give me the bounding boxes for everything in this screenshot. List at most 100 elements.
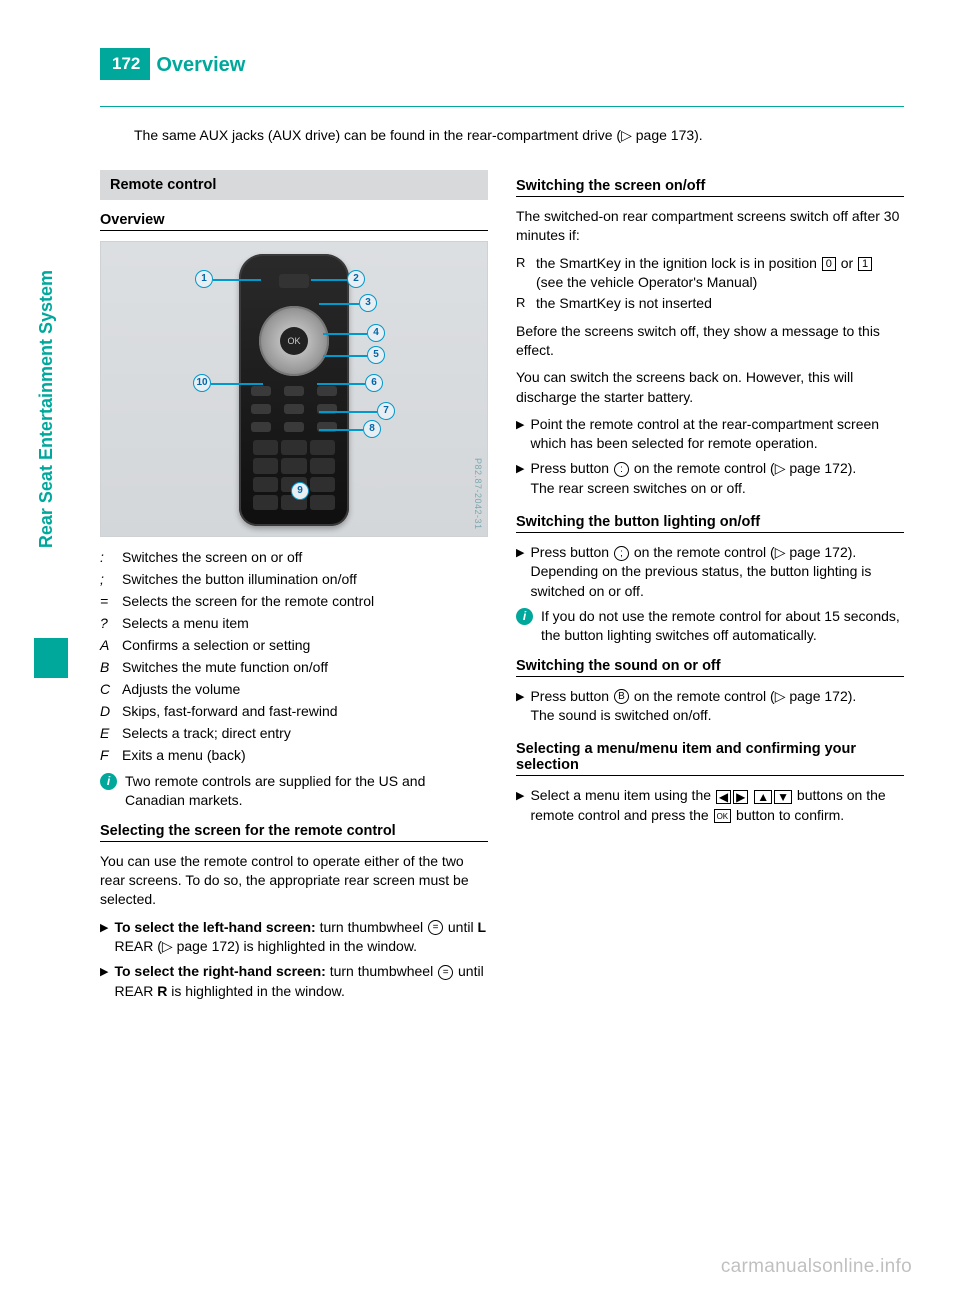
remote-led (279, 274, 309, 288)
instruction-step: ▶ Point the remote control at the rear-c… (516, 415, 904, 454)
body-paragraph: The switched-on rear compartment screens… (516, 207, 904, 246)
legend-item: DSkips, fast-forward and fast-rewind (100, 701, 488, 722)
step-marker-icon: ▶ (100, 918, 108, 957)
subheading-rule (516, 196, 904, 197)
content-columns: Remote control Overview OK (100, 170, 904, 1007)
section-heading-remote: Remote control (100, 170, 488, 200)
instruction-step: ▶ Select a menu item using the ◀▶ ▲▼ but… (516, 786, 904, 825)
instruction-step: ▶ Press button : on the remote control (… (516, 459, 904, 498)
subheading-overview: Overview (100, 212, 488, 228)
callout-line (213, 279, 261, 281)
subheading-select-menu: Selecting a menu/menu item and confirmin… (516, 741, 904, 773)
legend-item: CAdjusts the volume (100, 679, 488, 700)
subheading-rule (516, 676, 904, 677)
page-number: 172 (100, 48, 150, 80)
subheading-rule (100, 841, 488, 842)
body-paragraph: You can switch the screens back on. Howe… (516, 368, 904, 407)
remote-button-row-1 (251, 386, 337, 398)
intro-text: The same AUX jacks (AUX drive) can be fo… (100, 127, 904, 144)
callout-3: 3 (359, 294, 377, 312)
remote-button-row-2 (251, 404, 337, 416)
body-paragraph: Before the screens switch off, they show… (516, 322, 904, 361)
remote-ok-button-graphic: OK (280, 327, 308, 355)
sidebar-tab-label: Rear Seat Entertainment System (36, 270, 57, 548)
legend-item: ?Selects a menu item (100, 613, 488, 634)
info-note: i If you do not use the remote control f… (516, 607, 904, 646)
remote-keypad-graphic (253, 440, 335, 510)
legend-item: BSwitches the mute function on/off (100, 657, 488, 678)
bullet-item: R the SmartKey is not inserted (516, 294, 904, 313)
subheading-rule (516, 775, 904, 776)
bullet-list: R the SmartKey in the ignition lock is i… (516, 254, 904, 314)
callout-4: 4 (367, 324, 385, 342)
step-text: Select a menu item using the ◀▶ ▲▼ butto… (530, 786, 904, 825)
step-text: Press button ; on the remote control (▷ … (530, 543, 904, 601)
step-text: Point the remote control at the rear-com… (530, 415, 904, 454)
callout-6: 6 (365, 374, 383, 392)
callout-7: 7 (377, 402, 395, 420)
callout-line (317, 383, 365, 385)
info-text: If you do not use the remote control for… (541, 607, 904, 646)
bullet-item: R the SmartKey in the ignition lock is i… (516, 254, 904, 293)
callout-2: 2 (347, 270, 365, 288)
right-column: Switching the screen on/off The switched… (516, 170, 904, 1007)
remote-control-figure: OK 1 2 3 4 5 10 6 (100, 241, 488, 537)
subheading-sound: Switching the sound on or off (516, 658, 904, 674)
step-text: To select the left-hand screen: turn thu… (114, 918, 488, 957)
subheading-rule (100, 230, 488, 231)
step-text: Press button : on the remote control (▷ … (530, 459, 856, 498)
callout-5: 5 (367, 346, 385, 364)
legend-item: ESelects a track; direct entry (100, 723, 488, 744)
step-text: Press button B on the remote control (▷ … (530, 687, 856, 726)
legend-item: AConfirms a selection or setting (100, 635, 488, 656)
legend-item: FExits a menu (back) (100, 745, 488, 766)
callout-line (211, 383, 263, 385)
legend-item: =Selects the screen for the remote contr… (100, 591, 488, 612)
step-marker-icon: ▶ (516, 415, 524, 454)
step-marker-icon: ▶ (100, 962, 108, 1001)
info-icon: i (100, 773, 117, 790)
remote-button-row-3 (251, 422, 337, 434)
callout-line (319, 429, 363, 431)
manual-page: 172 Overview Rear Seat Entertainment Sys… (0, 0, 960, 1302)
instruction-step: ▶ To select the left-hand screen: turn t… (100, 918, 488, 957)
legend-item: :Switches the screen on or off (100, 547, 488, 568)
step-marker-icon: ▶ (516, 786, 524, 825)
callout-9: 9 (291, 482, 309, 500)
instruction-step: ▶ Press button B on the remote control (… (516, 687, 904, 726)
bullet-text: the SmartKey in the ignition lock is in … (536, 254, 904, 293)
info-icon: i (516, 608, 533, 625)
sidebar-tab-box (34, 638, 68, 678)
figure-code: P82.87-2042-31 (473, 458, 483, 530)
figure-legend: :Switches the screen on or off ;Switches… (100, 547, 488, 766)
subheading-select-screen: Selecting the screen for the remote cont… (100, 823, 488, 839)
instruction-step: ▶ Press button ; on the remote control (… (516, 543, 904, 601)
callout-10: 10 (193, 374, 211, 392)
subheading-button-lighting: Switching the button lighting on/off (516, 514, 904, 530)
bullet-marker: R (516, 254, 528, 293)
callout-line (319, 303, 359, 305)
info-text: Two remote controls are supplied for the… (125, 772, 488, 811)
callout-1: 1 (195, 270, 213, 288)
bullet-marker: R (516, 294, 528, 313)
page-title: Overview (150, 48, 245, 77)
callout-8: 8 (363, 420, 381, 438)
info-note: i Two remote controls are supplied for t… (100, 772, 488, 811)
instruction-step: ▶ To select the right-hand screen: turn … (100, 962, 488, 1001)
step-marker-icon: ▶ (516, 687, 524, 726)
legend-item: ;Switches the button illumination on/off (100, 569, 488, 590)
bullet-text: the SmartKey is not inserted (536, 294, 712, 313)
step-text: To select the right-hand screen: turn th… (114, 962, 488, 1001)
sidebar-tab: Rear Seat Entertainment System (36, 270, 72, 630)
page-header: 172 Overview (100, 48, 904, 80)
step-marker-icon: ▶ (516, 543, 524, 601)
step-marker-icon: ▶ (516, 459, 524, 498)
callout-line (323, 333, 367, 335)
subheading-switch-screen: Switching the screen on/off (516, 178, 904, 194)
watermark-text: carmanualsonline.info (721, 1256, 912, 1278)
body-paragraph: You can use the remote control to operat… (100, 852, 488, 910)
header-rule (100, 106, 904, 107)
callout-line (319, 411, 377, 413)
left-column: Remote control Overview OK (100, 170, 488, 1007)
callout-line (311, 279, 347, 281)
